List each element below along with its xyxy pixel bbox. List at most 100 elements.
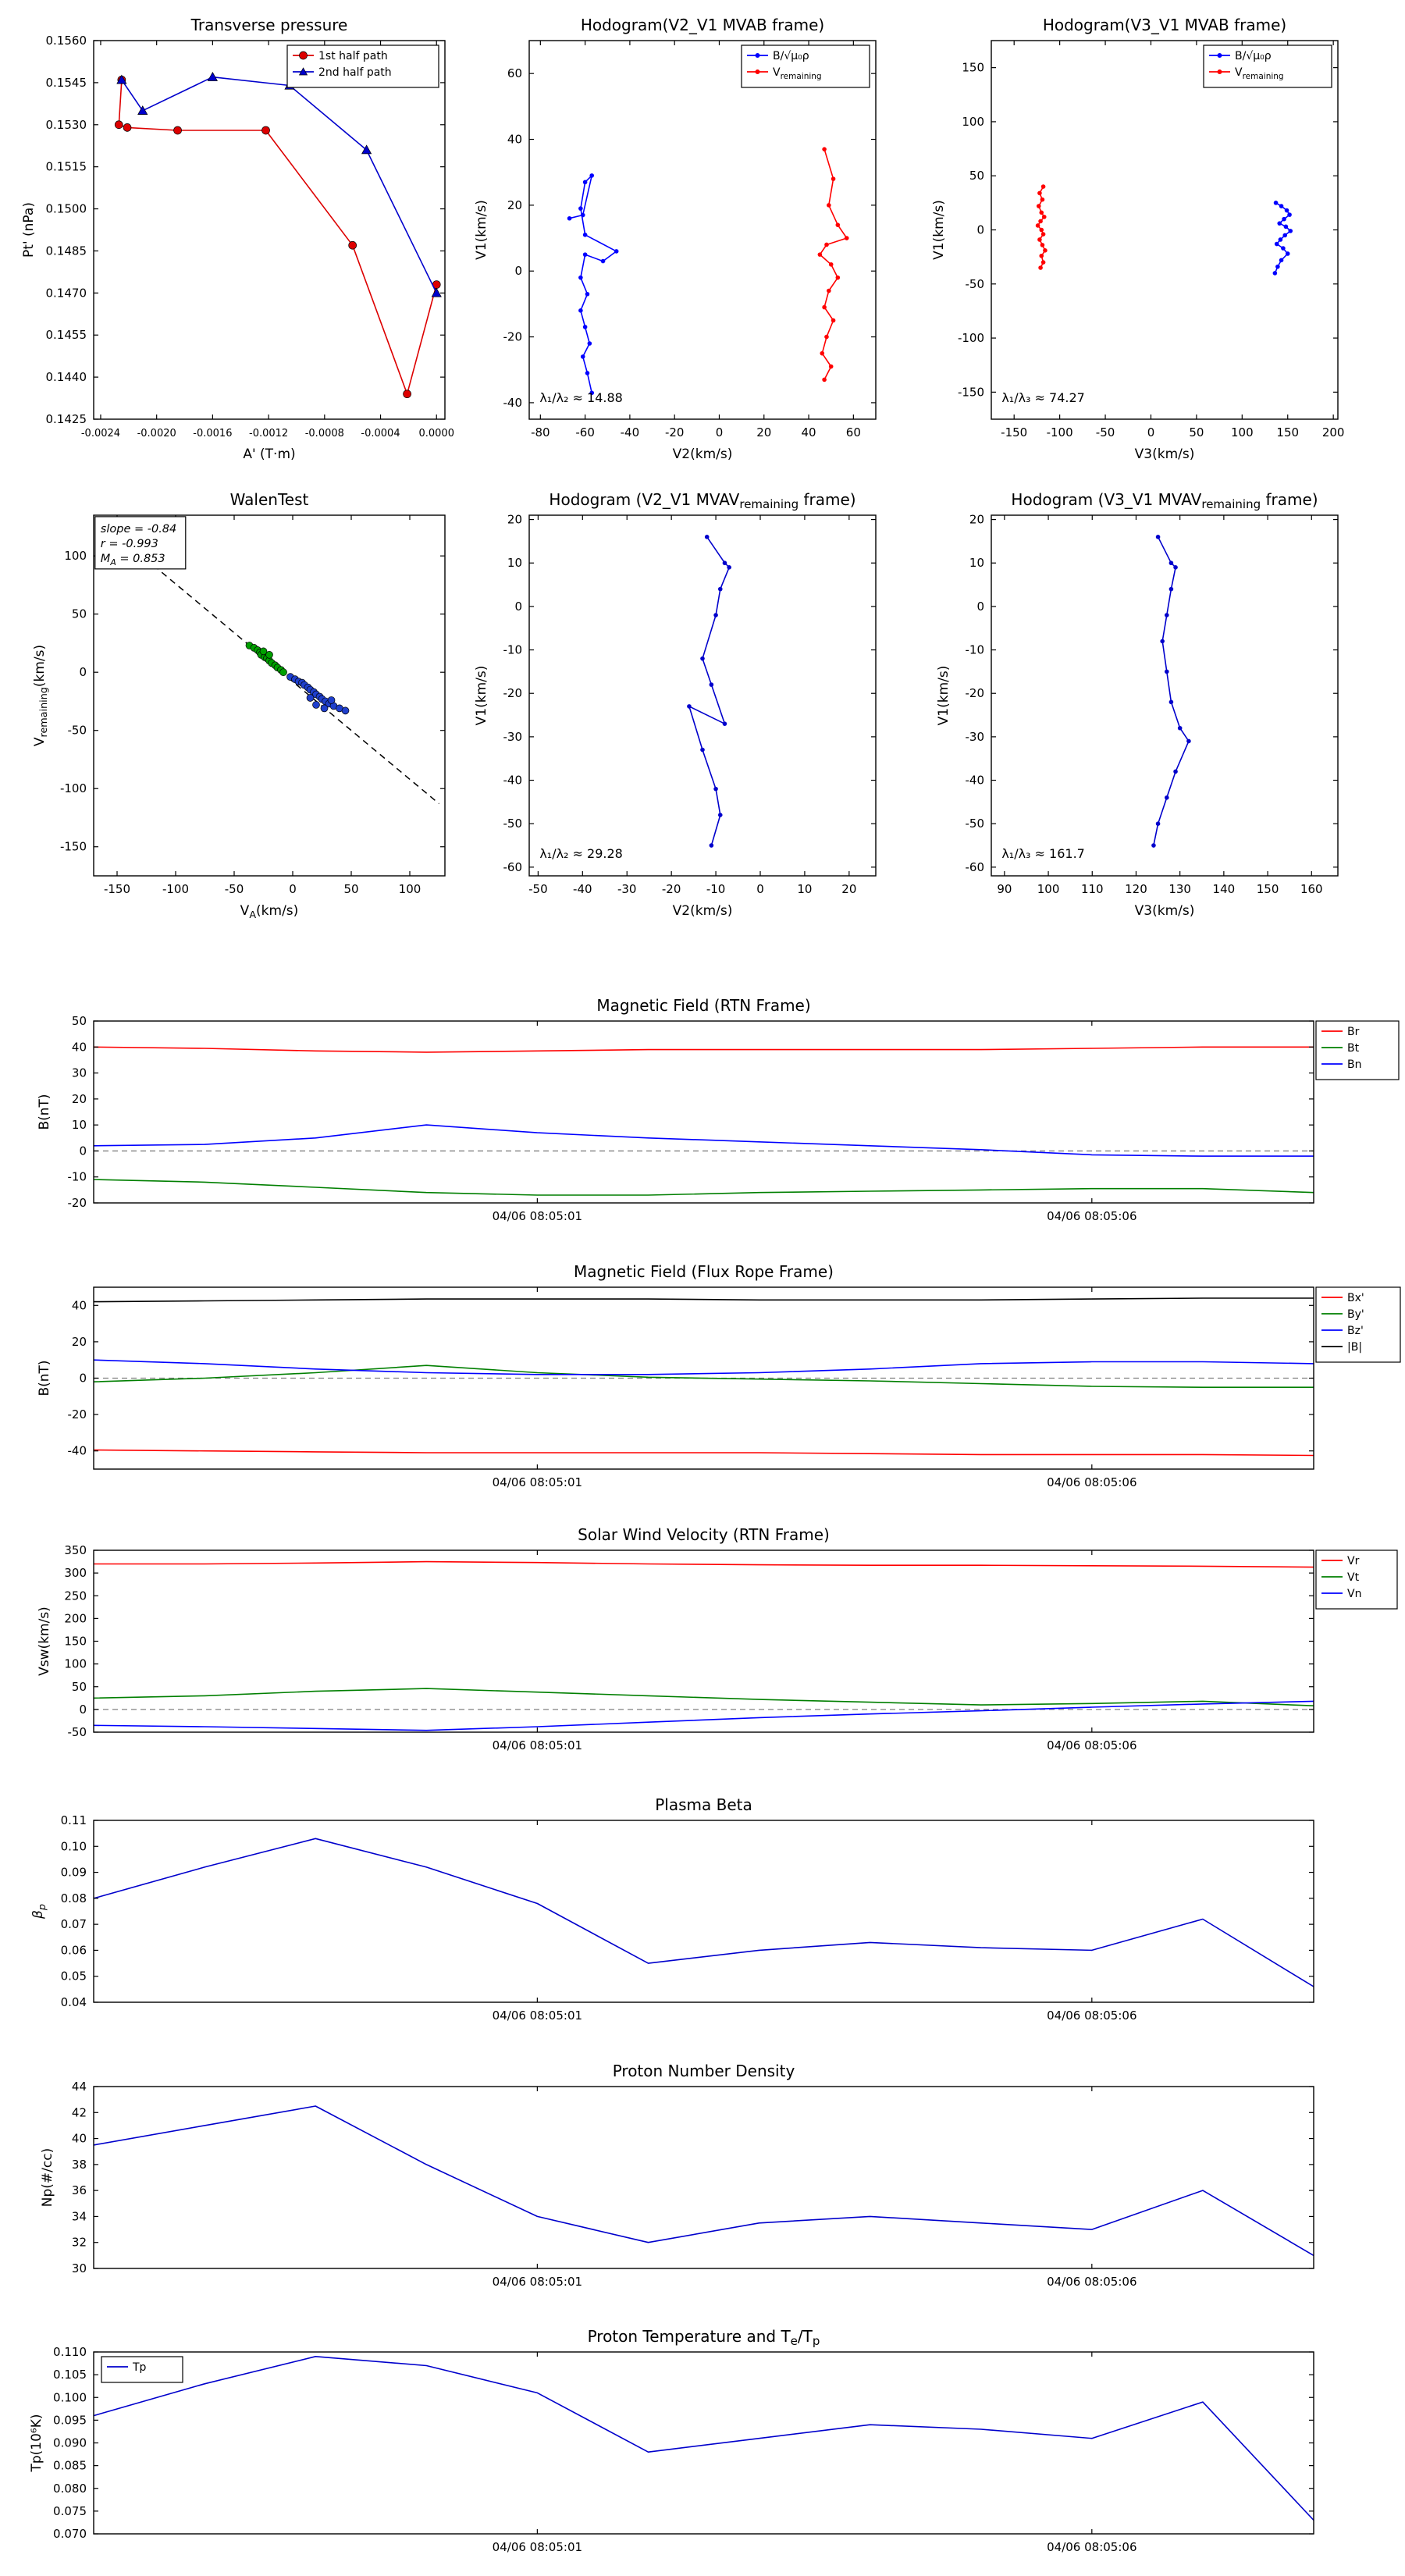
svg-text:0: 0 bbox=[289, 882, 297, 896]
svg-text:38: 38 bbox=[72, 2158, 87, 2172]
svg-text:32: 32 bbox=[72, 2236, 87, 2250]
svg-text:20: 20 bbox=[841, 882, 856, 896]
svg-text:0.07: 0.07 bbox=[61, 1917, 87, 1931]
hodogram_v2v1_mvav-xlabel: V2(km/s) bbox=[673, 903, 733, 919]
svg-text:0.08: 0.08 bbox=[61, 1891, 87, 1905]
panel-hodogram_v3v1_mvab: -150 -100 -50 0 50 100 150 200 -150 -100 -50 0 50 100… bbox=[931, 16, 1344, 462]
svg-text:-50: -50 bbox=[68, 724, 87, 738]
svg-text:0.1530: 0.1530 bbox=[46, 118, 87, 132]
walen_test-series-middle-points bbox=[245, 642, 287, 677]
svg-text:Vn: Vn bbox=[1347, 1588, 1361, 1600]
svg-text:04/06 08:05:01: 04/06 08:05:01 bbox=[493, 1475, 582, 1489]
b_rtn-ylabel: B(nT) bbox=[37, 1094, 52, 1130]
svg-text:0.1560: 0.1560 bbox=[46, 34, 87, 48]
svg-text:04/06 08:05:06: 04/06 08:05:06 bbox=[1047, 1738, 1136, 1752]
hodogram_v2v1_mvav-annotation-0: λ₁/λ₂ ≈ 29.28 bbox=[539, 846, 623, 861]
svg-text:04/06 08:05:06: 04/06 08:05:06 bbox=[1047, 2540, 1136, 2554]
b_fluxrope-legend: Bx' By' Bz' |B| bbox=[1315, 1286, 1401, 1363]
proton_temp-ylabel: Tp(10⁶K) bbox=[29, 2414, 44, 2472]
svg-text:-50: -50 bbox=[966, 817, 985, 831]
svg-text:100: 100 bbox=[64, 549, 87, 563]
svg-text:0: 0 bbox=[1147, 425, 1155, 439]
svg-text:0.1515: 0.1515 bbox=[46, 160, 87, 174]
hodogram_v3v1_mvab-series-v-remaining bbox=[1035, 184, 1048, 270]
plasma_beta-axes: 04/06 08:05:01 04/06 08:05:06 0.04 0.05 0.06… bbox=[61, 1813, 1314, 2023]
hodogram_v3v1_mvav-title: Hodogram (V3_V1 MVAVremaining frame) bbox=[1011, 490, 1318, 511]
walen_test-ylabel: Vremaining(km/s) bbox=[32, 645, 50, 746]
svg-text:Vt: Vt bbox=[1347, 1571, 1360, 1584]
svg-text:50: 50 bbox=[1189, 425, 1204, 439]
svg-text:-60: -60 bbox=[575, 425, 595, 439]
hodogram_v2v1_mvab-frame bbox=[528, 40, 877, 420]
svg-text:-0.0024: -0.0024 bbox=[81, 428, 120, 439]
svg-text:150: 150 bbox=[1276, 425, 1299, 439]
v_rtn-frame bbox=[93, 1550, 1314, 1733]
svg-text:-100: -100 bbox=[60, 781, 87, 795]
svg-text:04/06 08:05:06: 04/06 08:05:06 bbox=[1047, 1209, 1136, 1223]
svg-text:100: 100 bbox=[962, 115, 984, 129]
svg-text:100: 100 bbox=[399, 882, 422, 896]
svg-text:Vr: Vr bbox=[1347, 1555, 1360, 1567]
svg-text:-20: -20 bbox=[503, 686, 523, 700]
b_rtn-series-bn bbox=[93, 1124, 1314, 1157]
svg-text:Br: Br bbox=[1347, 1026, 1360, 1038]
svg-text:-60: -60 bbox=[966, 860, 985, 874]
svg-text:04/06 08:05:06: 04/06 08:05:06 bbox=[1047, 2008, 1136, 2023]
panel-hodogram_v3v1_mvav: 90 100 110 120 130 140 150 160-60-50-40-30-20-1… bbox=[936, 490, 1339, 919]
panel-walen_test: -150 -100 -50 0 50 100 -150 -100 -50 0 50 100 WalenT… bbox=[32, 490, 446, 921]
hodogram_v2v1_mvav-ylabel: V1(km/s) bbox=[474, 666, 489, 726]
svg-text:B/√μ₀ρ: B/√μ₀ρ bbox=[1235, 50, 1272, 62]
svg-text:0: 0 bbox=[976, 600, 984, 614]
svg-text:10: 10 bbox=[969, 556, 984, 570]
svg-text:150: 150 bbox=[1257, 882, 1279, 896]
svg-text:130: 130 bbox=[1168, 882, 1191, 896]
panel-v_rtn: 04/06 08:05:01 04/06 08:05:06 -50 0 50 100 150… bbox=[37, 1525, 1398, 1752]
panel-b_rtn: 04/06 08:05:01 04/06 08:05:06 -20 -10 0 10 20 3… bbox=[37, 996, 1400, 1223]
hodogram_v3v1_mvab-ylabel: V1(km/s) bbox=[931, 200, 947, 260]
svg-text:60: 60 bbox=[846, 425, 861, 439]
hodogram_v3v1_mvab-xlabel: V3(km/s) bbox=[1135, 447, 1195, 462]
b_fluxrope-axes: 04/06 08:05:01 04/06 08:05:06 -40 -20 0 20 40 bbox=[68, 1287, 1314, 1489]
svg-text:04/06 08:05:01: 04/06 08:05:01 bbox=[493, 2275, 582, 2289]
svg-text:0.080: 0.080 bbox=[53, 2482, 87, 2496]
v_rtn-series-vt bbox=[93, 1688, 1314, 1706]
svg-text:350: 350 bbox=[64, 1543, 87, 1557]
svg-text:250: 250 bbox=[64, 1589, 87, 1603]
svg-text:-50: -50 bbox=[503, 817, 523, 831]
walen_test-stats-box: slope = -0.84 r = -0.993 MA = 0.853 bbox=[94, 516, 187, 570]
svg-text:04/06 08:05:06: 04/06 08:05:06 bbox=[1047, 2275, 1136, 2289]
svg-text:By': By' bbox=[1347, 1308, 1364, 1321]
svg-text:42: 42 bbox=[72, 2105, 87, 2119]
b_fluxrope-ylabel: B(nT) bbox=[37, 1360, 52, 1396]
b_rtn-axes: 04/06 08:05:01 04/06 08:05:06 -20 -10 0 10 20 3… bbox=[68, 1014, 1314, 1223]
svg-text:-20: -20 bbox=[665, 425, 685, 439]
walen_test-xlabel: VA(km/s) bbox=[240, 903, 299, 921]
transverse_pressure-axes: -0.0024 -0.0020 -0.0016 -0.0012 -0.0008 -0.00… bbox=[46, 34, 454, 439]
svg-text:-150: -150 bbox=[1001, 425, 1027, 439]
hodogram_v3v1_mvab-annotation-0: λ₁/λ₃ ≈ 74.27 bbox=[1001, 390, 1085, 405]
svg-text:40: 40 bbox=[72, 1040, 87, 1054]
svg-text:B/√μ₀ρ: B/√μ₀ρ bbox=[773, 50, 809, 62]
svg-text:-20: -20 bbox=[662, 882, 681, 896]
v_rtn-series-vn bbox=[93, 1700, 1314, 1731]
svg-text:-20: -20 bbox=[966, 686, 985, 700]
hodogram_v3v1_mvav-xlabel: V3(km/s) bbox=[1135, 903, 1195, 919]
proton_density-ylabel: Np(#/cc) bbox=[40, 2148, 55, 2207]
svg-text:0.110: 0.110 bbox=[53, 2345, 87, 2359]
svg-text:0.11: 0.11 bbox=[61, 1813, 87, 1827]
svg-text:-40: -40 bbox=[573, 882, 592, 896]
svg-text:0: 0 bbox=[79, 665, 87, 679]
hodogram_v3v1_mvab-axes: -150 -100 -50 0 50 100 150 200 -150 -100 -50 0 50 100… bbox=[958, 41, 1344, 439]
svg-text:-150: -150 bbox=[60, 840, 87, 854]
svg-text:Tp: Tp bbox=[132, 2361, 147, 2374]
svg-text:Vremaining: Vremaining bbox=[773, 66, 822, 81]
svg-text:160: 160 bbox=[1300, 882, 1323, 896]
hodogram_v2v1_mvab-annotation-0: λ₁/λ₂ ≈ 14.88 bbox=[539, 390, 623, 405]
walen_test-title: WalenTest bbox=[230, 490, 309, 509]
svg-text:0: 0 bbox=[79, 1372, 87, 1386]
b_rtn-series-bt bbox=[93, 1179, 1314, 1196]
svg-text:Bz': Bz' bbox=[1347, 1325, 1364, 1337]
b_rtn-series-br bbox=[93, 1046, 1314, 1053]
